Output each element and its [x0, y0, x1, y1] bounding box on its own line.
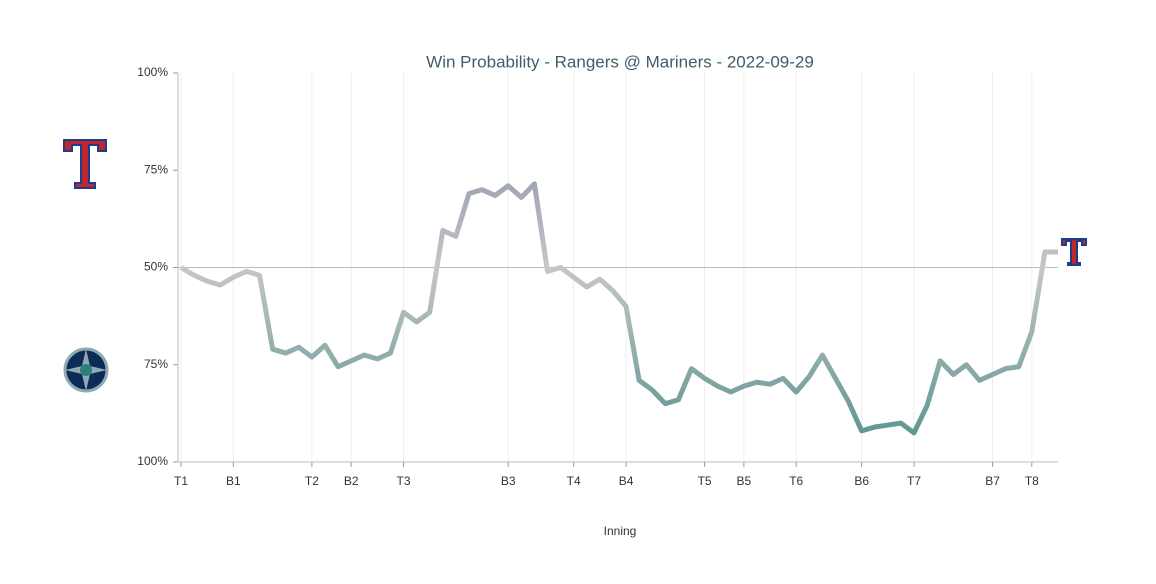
x-tick-label: B1 [226, 474, 241, 488]
x-axis-label: Inning [604, 524, 637, 538]
x-tick-label: T3 [397, 474, 411, 488]
x-tick-label: T1 [174, 474, 188, 488]
y-tick-label: 100% [137, 65, 168, 79]
x-tick-label: B7 [985, 474, 1000, 488]
win-probability-line [179, 181, 1058, 436]
y-tick-label: 100% [137, 454, 168, 468]
chart-title: Win Probability - Rangers @ Mariners - 2… [426, 52, 814, 71]
x-tick-label: T8 [1025, 474, 1039, 488]
y-tick-label: 50% [144, 260, 168, 274]
x-tick-label: B2 [344, 474, 359, 488]
y-tick-label: 75% [144, 162, 168, 176]
x-tick-label: T7 [907, 474, 921, 488]
x-tick-label: B3 [501, 474, 516, 488]
x-tick-label: T4 [567, 474, 581, 488]
x-tick-label: T5 [698, 474, 712, 488]
x-tick-label: B5 [737, 474, 752, 488]
mariners-logo [63, 347, 109, 393]
rangers-logo [63, 139, 107, 189]
x-tick-label: B6 [854, 474, 869, 488]
x-tick-label: T6 [789, 474, 803, 488]
rangers-end-logo [1061, 238, 1087, 266]
y-tick-label: 75% [144, 357, 168, 371]
x-tick-label: T2 [305, 474, 319, 488]
x-tick-label: B4 [619, 474, 634, 488]
